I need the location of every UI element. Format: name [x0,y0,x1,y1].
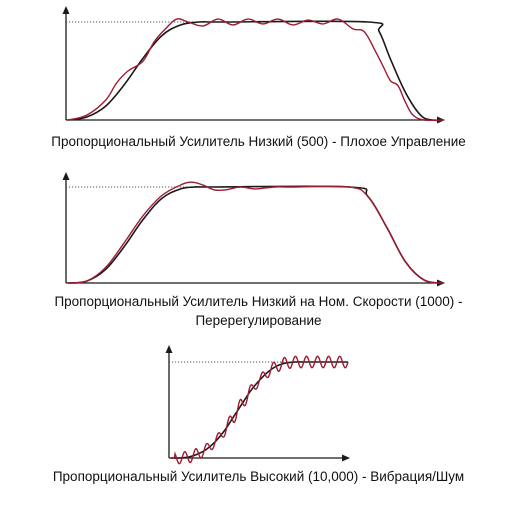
caption-nominal-gain-line-2: Перерегулирование [195,313,322,328]
caption-nominal-gain-line-1: Пропорциональный Усилитель Низкий на Ном… [54,294,463,309]
y-axis-arrow [165,345,173,353]
response-curve [67,18,444,122]
x-axis-arrow [342,454,350,462]
response-curve [171,355,349,465]
y-axis-arrow [62,6,70,14]
caption-nominal-gain: Пропорциональный Усилитель Низкий на Ном… [0,292,517,330]
chart-high-gain [165,345,350,465]
caption-low-gain-text: Пропорциональный Усилитель Низкий (500) … [51,134,466,149]
reference-curve [170,361,348,459]
y-axis-arrow [62,172,70,180]
chart-low-gain [62,6,445,124]
caption-high-gain: Пропорциональный Усилитель Высокий (10,0… [0,467,517,486]
reference-curve [67,20,444,122]
response-curve [67,181,444,284]
caption-high-gain-text: Пропорциональный Усилитель Высокий (10,0… [52,469,465,484]
reference-curve [67,185,444,284]
chart-nominal-gain [62,172,445,287]
caption-low-gain: Пропорциональный Усилитель Низкий (500) … [0,132,517,151]
